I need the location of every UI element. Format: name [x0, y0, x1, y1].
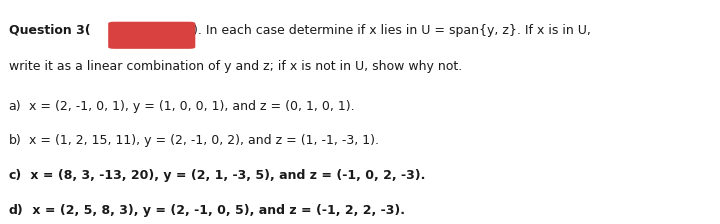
Text: write it as a linear combination of y and z; if x is not in U, show why not.: write it as a linear combination of y an… [9, 60, 462, 73]
Text: x = (1, 2, 15, 11), y = (2, -1, 0, 2), and z = (1, -1, -3, 1).: x = (1, 2, 15, 11), y = (2, -1, 0, 2), a… [25, 134, 379, 147]
Text: b): b) [9, 134, 22, 147]
Text: ). In each case determine if x lies in U = span{y, z}. If x is in U,: ). In each case determine if x lies in U… [193, 24, 591, 37]
FancyBboxPatch shape [108, 22, 195, 49]
Text: x = (8, 3, -13, 20), y = (2, 1, -3, 5), and z = (-1, 0, 2, -3).: x = (8, 3, -13, 20), y = (2, 1, -3, 5), … [26, 169, 425, 182]
Text: c): c) [9, 169, 22, 182]
Text: x = (2, -1, 0, 1), y = (1, 0, 0, 1), and z = (0, 1, 0, 1).: x = (2, -1, 0, 1), y = (1, 0, 0, 1), and… [25, 100, 354, 113]
Text: a): a) [9, 100, 22, 113]
Text: x = (2, 5, 8, 3), y = (2, -1, 0, 5), and z = (-1, 2, 2, -3).: x = (2, 5, 8, 3), y = (2, -1, 0, 5), and… [27, 204, 405, 217]
Text: d): d) [9, 204, 23, 217]
Text: Question 3(: Question 3( [9, 24, 90, 37]
